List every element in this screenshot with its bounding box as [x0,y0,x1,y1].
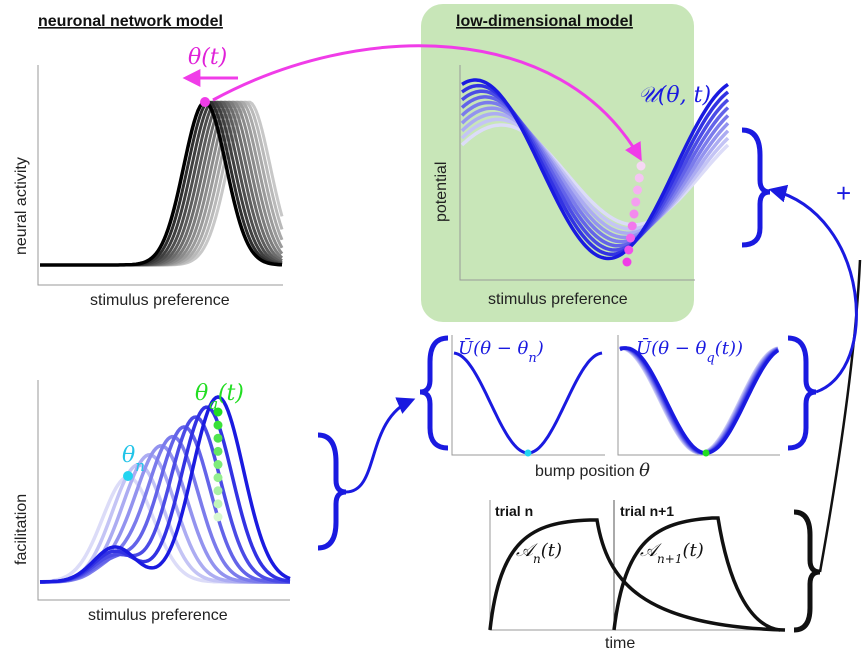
trial-n-curve [488,518,786,632]
panel-ubar: Ū(θ − θn) Ū(θ − θq(t)) bump position θ [419,335,817,481]
header-lowdim: low-dimensional model [456,13,633,30]
ubar-right-curves [619,346,780,455]
axes-activity [37,65,283,286]
trials-xlabel: time [605,635,635,652]
potential-curves [460,78,730,267]
brace-ubar-left-open [419,335,449,451]
ubar-left-curve [453,351,603,455]
ubar-right-dot [702,449,710,457]
potential-curve [461,78,730,261]
panel-facilitation: θq(t) θn facilitation stimulus preferenc… [13,380,291,624]
potential-curve [460,106,730,240]
axes-potential [459,65,695,281]
potential-curve [460,112,730,235]
line-trials-to-plus [818,259,862,573]
a-n-label: 𝒜n(t) [516,540,562,566]
facilitation-dot [213,433,223,443]
activity-peak-dot [200,97,210,107]
activity-xlabel: stimulus preference [90,292,230,309]
potential-dot [622,257,632,267]
axes-ubar-left [451,335,605,456]
plus-sign: + [836,178,851,208]
axes-facilitation [37,380,290,601]
brace-ubar-right [787,335,817,451]
a-n1-label: 𝒜n+1(t) [640,540,704,566]
ubar-left-label: Ū(θ − θn) [458,336,544,366]
theta-t-label: θ(t) [188,45,227,70]
facilitation-dot [213,460,223,469]
facilitation-ylabel: facilitation [13,494,30,565]
potential-dot [626,233,635,243]
potential-dot [634,173,644,183]
ubar-right-label: Ū(θ − θq(t)) [636,336,743,366]
ubar-right-curve [619,346,780,455]
potential-dot [633,185,642,195]
trial-n1-label: trial n+1 [620,503,674,519]
potential-dot [624,245,634,255]
facilitation-xlabel: stimulus preference [88,607,228,624]
potential-curve [460,100,730,244]
potential-dot [636,161,646,171]
panel-potential: 𝒰(θ, t) potential stimulus preference [433,65,730,308]
activity-curves [40,100,284,267]
facilitation-curve [40,395,291,584]
axes-ubar-right [617,335,780,456]
potential-dot [631,197,641,207]
facilitation-dot [213,420,223,430]
brace-facilitation [317,432,347,551]
facilitation-dot [213,512,223,522]
trial-n-label: trial n [495,503,533,519]
potential-xlabel: stimulus preference [488,291,628,308]
facilitation-curves [39,395,291,584]
facilitation-dot [213,446,223,456]
facilitation-curve [40,462,290,584]
activity-curve [40,100,283,267]
ubar-xlabel: bump position θ [535,460,650,481]
panel-neural-activity: θ(t) neural activity stimulus preference [13,45,284,309]
potential-curve [460,117,730,231]
ubar-right-curve [619,346,779,455]
ubar-left-dot [524,449,532,457]
potential-annotation: 𝒰(θ, t) [638,83,711,108]
panel-trials: trial n trial n+1 𝒜n(t) 𝒜n+1(t) time [488,500,786,652]
facilitation-dot [213,473,223,483]
arrow-ubar-to-potential [768,184,858,394]
brace-trials [793,509,821,633]
theta-n-label: θn [122,443,145,475]
theta-n-dot [123,471,133,481]
facilitation-dot [213,486,223,496]
brace-potential [741,127,771,248]
potential-dot [627,221,637,231]
facilitation-dot [213,407,223,417]
map-arrow-magenta [212,44,642,162]
potential-ylabel: potential [433,162,450,223]
facilitation-dot [213,499,223,509]
potential-dot [629,209,639,219]
arrow-facil-to-ubar [345,397,416,494]
trial-n1-curve [612,516,781,632]
activity-ylabel: neural activity [13,157,30,255]
potential-curve [460,123,730,227]
facilitation-curve [40,453,290,584]
header-network: neuronal network model [38,13,223,30]
